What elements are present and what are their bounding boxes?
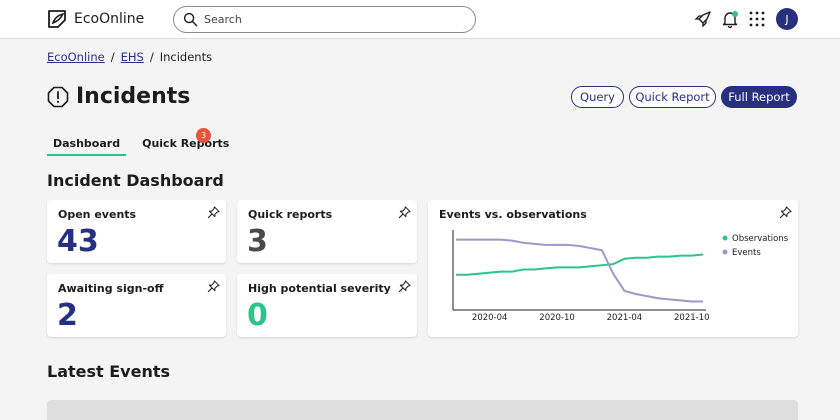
x-tick-label: 2021-10 (674, 313, 710, 323)
quick-reports-count-badge: 3 (196, 128, 211, 143)
search-input[interactable] (204, 13, 454, 26)
page-title: Incidents (76, 84, 191, 109)
rocket-icon[interactable] (694, 10, 712, 28)
dashboard-title: Incident Dashboard (47, 171, 224, 190)
pin-icon[interactable] (779, 206, 792, 219)
page-header: Incidents (47, 84, 190, 109)
search-box[interactable] (173, 6, 476, 33)
events-observations-chart: 2020-04 2020-10 2021-04 2021-10 Observation… (452, 230, 789, 323)
latest-events-title: Latest Events (47, 362, 171, 381)
card-value: 43 (57, 224, 99, 259)
latest-events-table (47, 400, 798, 420)
breadcrumb-link-ehs[interactable]: EHS (120, 50, 144, 64)
breadcrumb-link-ecoonline[interactable]: EcoOnline (47, 50, 105, 64)
quick-report-button[interactable]: Quick Report (629, 86, 716, 108)
card-title: High potential severity (248, 282, 391, 295)
top-bar: EcoOnline J (0, 0, 840, 39)
card-title: Open events (58, 208, 137, 221)
apps-grid-icon[interactable] (748, 10, 766, 28)
breadcrumb-current: Incidents (159, 50, 213, 64)
pin-icon[interactable] (398, 280, 411, 293)
card-awaiting-sign-off[interactable]: Awaiting sign-off 2 (47, 274, 226, 337)
legend-label: Observations (732, 234, 789, 244)
notification-dot (732, 11, 738, 17)
legend-label: Events (732, 248, 761, 258)
series-line-events (456, 238, 703, 303)
chart-title: Events vs. observations (439, 208, 587, 221)
x-tick-label: 2020-10 (539, 313, 575, 323)
breadcrumb-separator: / (110, 50, 115, 64)
card-value: 2 (57, 298, 78, 333)
brand[interactable]: EcoOnline (46, 8, 144, 30)
pin-icon[interactable] (398, 206, 411, 219)
series-line-observations (456, 253, 704, 276)
tab-quick-reports[interactable]: Quick Reports (142, 137, 230, 150)
x-tick-label: 2020-04 (472, 313, 508, 323)
warning-octagon-icon (47, 86, 69, 107)
tab-dashboard[interactable]: Dashboard (47, 137, 127, 156)
full-report-button[interactable]: Full Report (721, 86, 797, 108)
search-icon (183, 12, 198, 27)
tab-bar: Dashboard Quick Reports (47, 137, 235, 156)
card-open-events[interactable]: Open events 43 (47, 200, 226, 263)
card-value: 3 (247, 224, 268, 259)
card-quick-reports[interactable]: Quick reports 3 (237, 200, 417, 263)
breadcrumb-separator: / (149, 50, 154, 64)
legend-marker (722, 249, 728, 255)
brand-name: EcoOnline (74, 11, 145, 27)
breadcrumb: EcoOnline / EHS / Incidents (47, 50, 212, 64)
card-high-potential-severity[interactable]: High potential severity 0 (237, 274, 417, 337)
pin-icon[interactable] (207, 280, 220, 293)
avatar[interactable]: J (776, 8, 798, 30)
pin-icon[interactable] (207, 206, 220, 219)
card-title: Awaiting sign-off (58, 282, 164, 295)
query-button[interactable]: Query (571, 86, 624, 108)
card-value: 0 (247, 298, 268, 333)
brand-logo-icon (48, 10, 66, 28)
legend-marker (722, 235, 728, 241)
chart-card-events-vs-observations: Events vs. observations 2020-04 2020-10 20… (428, 200, 798, 337)
card-title: Quick reports (248, 208, 333, 221)
x-tick-label: 2021-04 (607, 313, 643, 323)
